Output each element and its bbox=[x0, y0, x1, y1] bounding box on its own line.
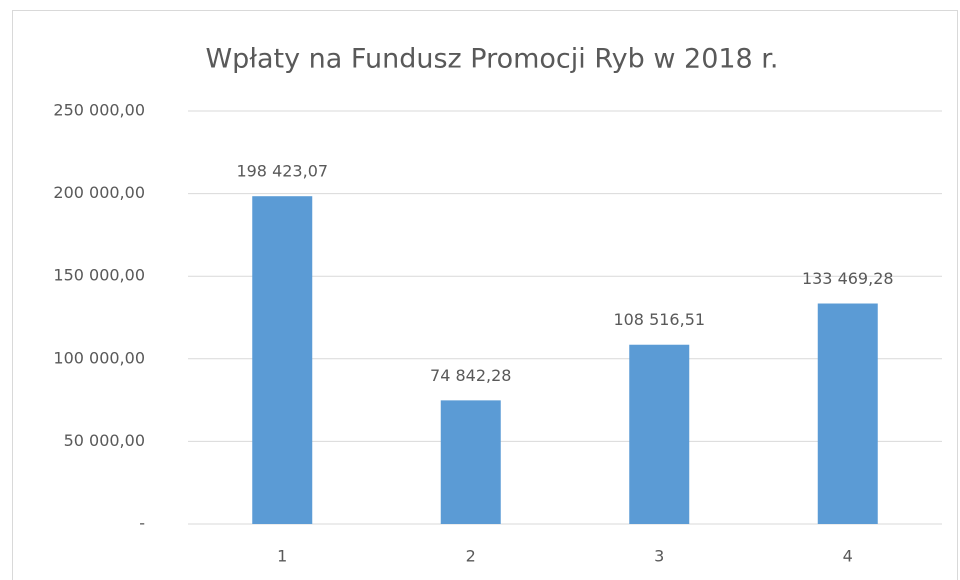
bar bbox=[252, 196, 313, 525]
y-tick-label: - bbox=[139, 514, 145, 533]
bar bbox=[629, 344, 690, 524]
chart-title: Wpłaty na Fundusz Promocji Ryb w 2018 r. bbox=[205, 44, 778, 75]
x-tick-label: 2 bbox=[466, 547, 476, 566]
y-tick-label: 100 000,00 bbox=[53, 348, 145, 367]
y-tick-label: 250 000,00 bbox=[53, 101, 145, 120]
data-label: 133 469,28 bbox=[802, 269, 894, 288]
y-tick-label: 50 000,00 bbox=[64, 431, 145, 450]
data-label: 108 516,51 bbox=[613, 310, 705, 329]
data-label: 198 423,07 bbox=[236, 162, 328, 181]
x-tick-label: 3 bbox=[654, 547, 664, 566]
x-tick-label: 1 bbox=[277, 547, 287, 566]
y-tick-label: 150 000,00 bbox=[53, 266, 145, 285]
y-tick-label: 200 000,00 bbox=[53, 183, 145, 202]
bar bbox=[817, 303, 878, 524]
bar bbox=[440, 400, 501, 524]
x-tick-label: 4 bbox=[843, 547, 853, 566]
data-label: 74 842,28 bbox=[430, 366, 511, 385]
